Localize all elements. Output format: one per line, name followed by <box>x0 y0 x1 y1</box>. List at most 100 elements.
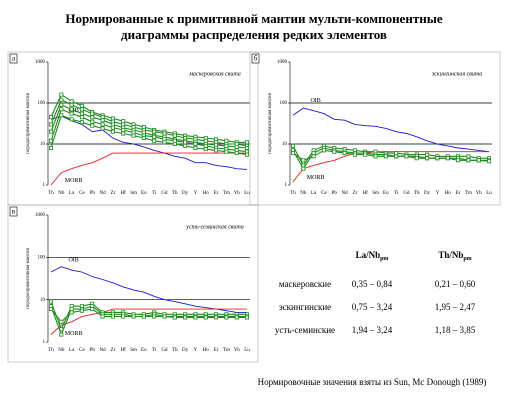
series-label: OIB <box>310 98 320 104</box>
x-tick-label: Ho <box>445 191 452 196</box>
point-marker <box>311 151 316 156</box>
point-marker <box>49 299 54 304</box>
point-marker <box>110 116 115 121</box>
point-marker <box>466 158 471 163</box>
x-tick-label: La <box>69 348 75 353</box>
x-tick-label: Tb <box>172 348 178 353</box>
point-marker <box>456 158 461 163</box>
panel-letter: а <box>12 55 16 63</box>
point-marker <box>49 307 54 312</box>
table-cell: 1,18 – 3,85 <box>435 325 476 335</box>
point-marker <box>290 151 295 156</box>
x-tick-label: Y <box>194 191 198 196</box>
x-tick-label: Dy <box>182 191 189 196</box>
x-tick-label: Ti <box>152 191 157 196</box>
x-tick-label: Ce <box>321 191 327 196</box>
point-marker <box>224 143 229 148</box>
point-marker <box>110 314 115 319</box>
point-marker <box>69 117 74 122</box>
x-tick-label: Nd <box>100 348 107 353</box>
x-tick-label: Nd <box>342 191 349 196</box>
x-tick-label: Ho <box>203 348 210 353</box>
x-tick-label: Nb <box>58 348 65 353</box>
point-marker <box>121 131 126 136</box>
x-tick-label: Sm <box>130 348 137 353</box>
point-marker <box>152 314 157 319</box>
header-text: La/Nb <box>356 250 381 260</box>
point-marker <box>162 131 167 136</box>
x-tick-label: Ti <box>394 191 399 196</box>
point-marker <box>214 148 219 153</box>
y-tick-label: 1 <box>285 183 288 188</box>
x-tick-label: Er <box>214 348 219 353</box>
point-marker <box>59 332 64 337</box>
point-marker <box>69 102 74 107</box>
point-marker <box>100 314 105 319</box>
point-marker <box>110 122 115 127</box>
point-marker <box>59 319 64 324</box>
x-tick-label: Yb <box>476 191 483 196</box>
point-marker <box>49 129 54 134</box>
x-tick-label: Sm <box>372 191 379 196</box>
point-marker <box>69 99 74 104</box>
point-marker <box>141 314 146 319</box>
table-cell: 0,75 – 3,24 <box>352 302 393 312</box>
x-tick-label: Y <box>436 191 440 196</box>
point-marker <box>244 145 249 150</box>
point-marker <box>234 144 239 149</box>
x-tick-label: Hf <box>121 191 127 196</box>
point-marker <box>172 141 177 146</box>
point-marker <box>214 315 219 320</box>
table-cell: усть-семинские <box>275 325 335 335</box>
point-marker <box>476 158 481 163</box>
point-marker <box>49 138 54 143</box>
point-marker <box>49 122 54 127</box>
panel-subtitle: эскингинская свита <box>432 71 483 77</box>
x-tick-label: Tm <box>223 191 230 196</box>
y-tick-label: 1000 <box>35 60 46 65</box>
table-cell: эскингинские <box>279 302 331 312</box>
x-tick-label: Th <box>48 348 54 353</box>
point-marker <box>234 151 239 156</box>
point-marker <box>363 152 368 157</box>
series-line <box>50 152 247 186</box>
point-marker <box>100 122 105 127</box>
x-tick-label: Sm <box>130 191 137 196</box>
point-marker <box>79 115 84 120</box>
x-tick-label: Tb <box>414 191 420 196</box>
point-marker <box>183 140 188 145</box>
panel-frame <box>7 204 259 363</box>
header-sub: pm <box>380 256 388 262</box>
point-marker <box>172 315 177 320</box>
point-marker <box>90 111 95 116</box>
series-line <box>292 151 489 183</box>
point-marker <box>90 307 95 312</box>
panel-letter-box <box>9 206 18 217</box>
x-tick-label: Dy <box>182 348 189 353</box>
point-marker <box>121 119 126 124</box>
panel-subtitle: усть-семинская свита <box>185 224 244 230</box>
x-tick-label: Th <box>290 191 296 196</box>
point-marker <box>69 307 74 312</box>
x-tick-label: Zr <box>111 191 116 196</box>
panel-letter: б <box>254 55 258 63</box>
point-marker <box>90 119 95 124</box>
x-tick-label: Pb <box>90 191 96 196</box>
point-marker <box>59 113 64 118</box>
point-marker <box>100 126 105 131</box>
panel-subtitle: маскеровская свита <box>188 71 241 77</box>
point-marker <box>203 138 208 143</box>
y-tick-label: 1 <box>43 340 46 345</box>
point-marker <box>425 152 430 157</box>
point-marker <box>342 151 347 156</box>
point-marker <box>100 118 105 123</box>
point-marker <box>69 310 74 315</box>
x-tick-label: La <box>311 191 317 196</box>
x-tick-label: Lu <box>244 191 250 196</box>
point-marker <box>172 138 177 143</box>
point-marker <box>466 154 471 159</box>
point-marker <box>394 151 399 156</box>
x-tick-label: Er <box>456 191 461 196</box>
point-marker <box>244 140 249 145</box>
y-tick-label: 10 <box>40 298 46 303</box>
